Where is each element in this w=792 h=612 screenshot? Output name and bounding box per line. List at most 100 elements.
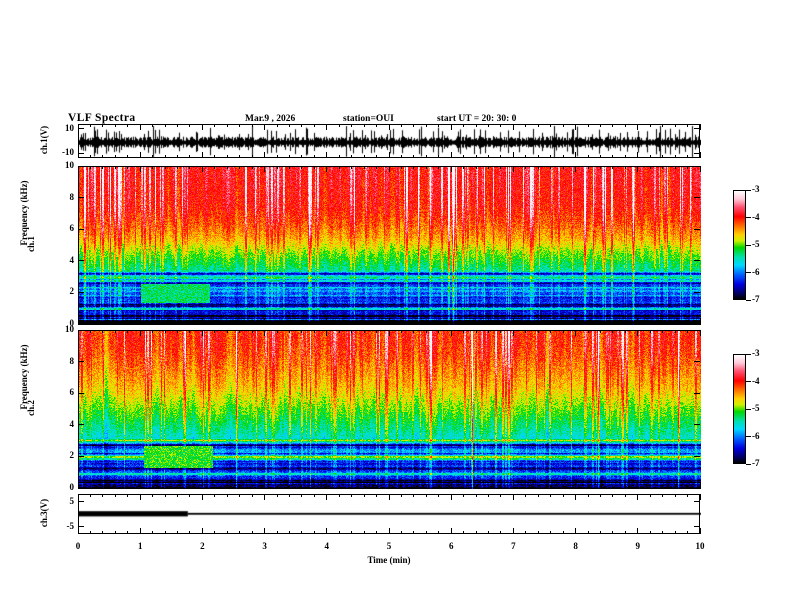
x-minor-tick xyxy=(537,321,539,324)
colorbar-tick xyxy=(746,272,751,273)
x-minor-tick xyxy=(338,485,340,488)
y-tick-label: -5 xyxy=(66,520,75,531)
x-major-tick xyxy=(575,482,577,488)
x-minor-tick xyxy=(649,124,651,127)
x-minor-tick xyxy=(251,166,253,169)
x-minor-tick xyxy=(413,485,415,488)
x-minor-tick xyxy=(276,330,278,333)
x-minor-tick xyxy=(376,494,378,497)
x-minor-tick xyxy=(363,330,365,333)
x-minor-tick xyxy=(562,531,564,534)
x-major-tick xyxy=(326,166,328,172)
x-major-tick xyxy=(77,166,79,172)
x-major-tick xyxy=(575,152,577,158)
x-minor-tick xyxy=(313,485,315,488)
x-minor-tick xyxy=(550,494,552,497)
x-tick-label: 6 xyxy=(448,541,454,551)
x-minor-tick xyxy=(152,166,154,169)
y-tick-label: 2 xyxy=(69,450,75,461)
y-tick-label: 4 xyxy=(69,418,75,429)
x-minor-tick xyxy=(214,321,216,324)
x-minor-tick xyxy=(413,155,415,158)
x-minor-tick xyxy=(537,494,539,497)
x-minor-tick xyxy=(599,321,601,324)
x-minor-tick xyxy=(475,155,477,158)
x-minor-tick xyxy=(152,124,154,127)
x-minor-tick xyxy=(425,124,427,127)
x-minor-tick xyxy=(177,494,179,497)
x-minor-tick xyxy=(214,155,216,158)
x-minor-tick xyxy=(239,531,241,534)
x-minor-tick xyxy=(363,494,365,497)
x-minor-tick xyxy=(562,330,564,333)
x-minor-tick xyxy=(488,330,490,333)
x-major-tick xyxy=(512,152,514,158)
x-minor-tick xyxy=(550,321,552,324)
x-minor-tick xyxy=(425,531,427,534)
x-major-tick xyxy=(201,494,203,500)
x-minor-tick xyxy=(562,494,564,497)
x-minor-tick xyxy=(674,166,676,169)
x-minor-tick xyxy=(127,485,129,488)
x-minor-tick xyxy=(376,531,378,534)
x-minor-tick xyxy=(425,485,427,488)
x-major-tick xyxy=(264,152,266,158)
x-tick-label: 9 xyxy=(635,541,641,551)
x-minor-tick xyxy=(102,330,104,333)
x-minor-tick xyxy=(376,321,378,324)
x-minor-tick xyxy=(587,321,589,324)
y-major-tick xyxy=(694,197,700,199)
x-minor-tick xyxy=(687,494,689,497)
x-minor-tick xyxy=(674,494,676,497)
x-minor-tick xyxy=(164,124,166,127)
panel-ch1-spectrogram-frame xyxy=(78,166,701,325)
x-major-tick xyxy=(326,494,328,500)
x-major-tick xyxy=(326,528,328,534)
x-major-tick xyxy=(77,318,79,324)
x-minor-tick xyxy=(288,124,290,127)
y-major-tick xyxy=(78,487,84,489)
x-minor-tick xyxy=(313,155,315,158)
colorbar-tick xyxy=(746,217,751,218)
y-major-tick xyxy=(78,455,84,457)
colorbar-tick xyxy=(746,381,751,382)
x-minor-tick xyxy=(177,155,179,158)
x-minor-tick xyxy=(301,155,303,158)
x-minor-tick xyxy=(114,166,116,169)
x-minor-tick xyxy=(152,330,154,333)
x-major-tick xyxy=(388,166,390,172)
y-major-tick xyxy=(694,501,700,502)
x-minor-tick xyxy=(463,155,465,158)
x-minor-tick xyxy=(500,124,502,127)
colorbar-tick xyxy=(746,299,751,301)
x-minor-tick xyxy=(537,124,539,127)
x-minor-tick xyxy=(251,124,253,127)
y-major-tick xyxy=(694,152,700,154)
x-minor-tick xyxy=(276,155,278,158)
colorbar-tick xyxy=(746,353,751,355)
x-major-tick xyxy=(77,482,79,488)
x-minor-tick xyxy=(400,321,402,324)
x-minor-tick xyxy=(114,330,116,333)
header-station: station=OUI xyxy=(343,114,394,124)
x-minor-tick xyxy=(662,155,664,158)
y-tick-label: 0 xyxy=(69,482,75,492)
x-major-tick xyxy=(699,152,701,158)
x-minor-tick xyxy=(288,166,290,169)
x-major-tick xyxy=(575,528,577,534)
x-minor-tick xyxy=(338,166,340,169)
y-tick-label: 10 xyxy=(65,324,74,334)
x-minor-tick xyxy=(400,330,402,333)
x-minor-tick xyxy=(475,494,477,497)
x-minor-tick xyxy=(500,494,502,497)
colorbar-tick-label: -7 xyxy=(752,294,760,304)
x-minor-tick xyxy=(177,166,179,169)
x-minor-tick xyxy=(687,531,689,534)
x-minor-tick xyxy=(550,155,552,158)
x-minor-tick xyxy=(164,531,166,534)
x-minor-tick xyxy=(425,155,427,158)
x-major-tick xyxy=(450,152,452,158)
x-major-tick xyxy=(512,124,514,130)
x-minor-tick xyxy=(413,166,415,169)
x-tick-label: 5 xyxy=(386,541,392,551)
